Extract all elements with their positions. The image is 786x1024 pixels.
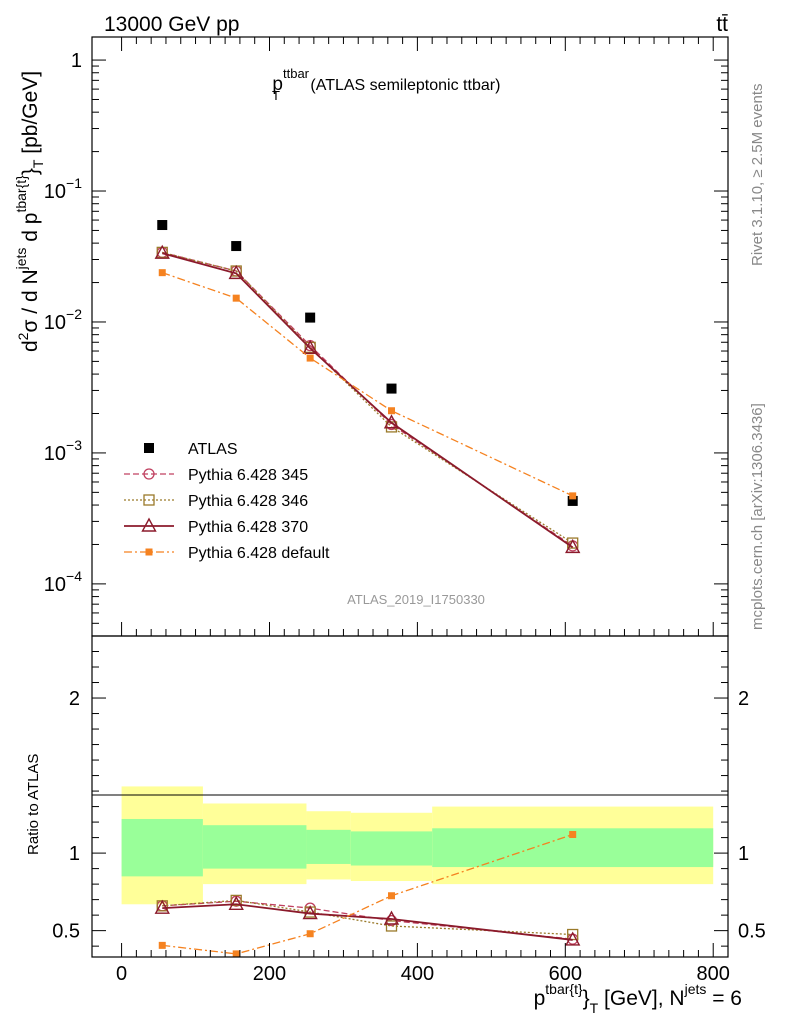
xtick-label: 800 (697, 963, 730, 985)
legend-entry: Pythia 6.428 default (124, 545, 330, 562)
legend-marker (143, 494, 155, 506)
ratio-series-line (162, 903, 573, 941)
main-data-point (228, 264, 244, 280)
legend-marker (144, 443, 154, 453)
legend-label: Pythia 6.428 345 (188, 467, 308, 484)
ratio-data-point (158, 941, 166, 949)
ratio-ytick-label-right: 2 (738, 688, 749, 710)
legend-entry: Pythia 6.428 345 (124, 467, 308, 484)
ratio-data-point (385, 920, 398, 932)
legend-marker (141, 517, 157, 532)
uncertainty-bands (121, 786, 714, 905)
legend-label: Pythia 6.428 346 (188, 493, 308, 510)
ytick-label: 10−3 (44, 437, 82, 465)
green-band (350, 831, 433, 866)
ytick-label: 10−1 (44, 175, 82, 203)
ratio-data-point (154, 899, 170, 914)
main-series-0 (157, 220, 578, 506)
main-data-point (565, 538, 581, 554)
main-data-point (569, 492, 577, 500)
main-ylabel: d2σ / d Njets d ptbar{t}}T [pb/GeV] (13, 71, 46, 352)
green-band (121, 818, 203, 877)
ratio-ytick-label-left: 0.5 (52, 921, 80, 943)
legend-label: ATLAS (188, 441, 238, 458)
main-series-line (162, 251, 574, 547)
ratio-data-point (232, 950, 240, 957)
main-data-point (231, 241, 242, 252)
main-data-point (157, 220, 168, 231)
analysis-watermark: ATLAS_2019_I1750330 (347, 592, 485, 607)
rivet-label: Rivet 3.1.10, ≥ 2.5M events (749, 84, 766, 267)
legend-entry: Pythia 6.428 370 (124, 517, 308, 536)
main-ytick-labels: 1 10−1 10−2 10−3 10−4 (44, 50, 82, 596)
chart-title: pttbar T (ATLAS semileptonic ttbar) (272, 66, 500, 103)
main-data-point (154, 244, 170, 259)
ratio-data-point (388, 892, 396, 900)
xtick-label: 400 (401, 963, 434, 985)
ratio-series-2 (154, 895, 581, 946)
xtick-label: 200 (253, 963, 286, 985)
ratio-data-point (383, 910, 400, 925)
xtick-labels: 0 200 400 600 800 (116, 963, 730, 985)
main-data-point (302, 339, 318, 354)
ratio-data-point (569, 830, 577, 838)
main-data-point (158, 269, 166, 277)
main-series-line (162, 272, 573, 497)
ratio-series-0 (156, 895, 579, 945)
ratio-data-point (306, 930, 314, 938)
main-series-line (162, 252, 574, 549)
ratio-ytick-label-right: 0.5 (738, 921, 766, 943)
ratio-data-point (302, 905, 318, 920)
xlabel: ptbar{t}}T [GeV], Njets = 6 (534, 981, 742, 1016)
axis-ticks (92, 37, 728, 957)
process-label: 13000 GeV pp (104, 13, 239, 36)
legend-label: Pythia 6.428 370 (188, 519, 308, 536)
ratio-frame (91, 635, 729, 958)
xtick-label: 0 (116, 963, 127, 985)
legend-marker (145, 548, 153, 556)
ratio-series-line (162, 899, 573, 936)
green-band (306, 829, 351, 864)
legend-entry: ATLAS (144, 441, 238, 458)
source-label: mcplots.cern.ch [arXiv:1306.3436] (749, 403, 766, 630)
main-data-point (232, 294, 240, 302)
main-data-point (386, 383, 397, 394)
ratio-data-point (228, 895, 244, 910)
ytick-label: 1 (71, 50, 82, 72)
legend-label: Pythia 6.428 default (188, 545, 330, 562)
main-series-line (162, 251, 574, 544)
main-data-point (383, 414, 400, 429)
ratio-series-3 (158, 830, 577, 957)
main-data-point (306, 354, 314, 362)
ytick-label: 10−4 (44, 568, 82, 596)
ratio-ytick-label-right: 1 (738, 843, 749, 865)
green-band (202, 825, 307, 869)
xtick-label: 600 (549, 963, 582, 985)
ytick-label: 10−2 (44, 306, 82, 334)
main-series-layer (154, 220, 581, 554)
legend-marker (143, 468, 155, 480)
main-series-3 (154, 244, 581, 554)
ratio-ytick-label-left: 2 (69, 688, 80, 710)
ratio-data-point (230, 894, 242, 907)
ratio-series-layer (154, 830, 581, 957)
main-data-point (567, 495, 578, 506)
ratio-ytick-label-left: 1 (69, 843, 80, 865)
main-data-point (305, 312, 316, 323)
legend: ATLAS Pythia 6.428 345 Pythia 6.428 346 Pyt… (124, 441, 330, 562)
ratio-data-point (565, 931, 581, 946)
main-data-point (388, 407, 396, 415)
ratio-ylabel: Ratio to ATLAS (25, 754, 42, 855)
legend-entry: Pythia 6.428 346 (124, 493, 308, 510)
ratio-ytick-labels: 0.5 0.5 1 1 2 2 (52, 688, 766, 943)
main-series-4 (158, 269, 577, 500)
channel-label: tt̄ (716, 13, 728, 36)
